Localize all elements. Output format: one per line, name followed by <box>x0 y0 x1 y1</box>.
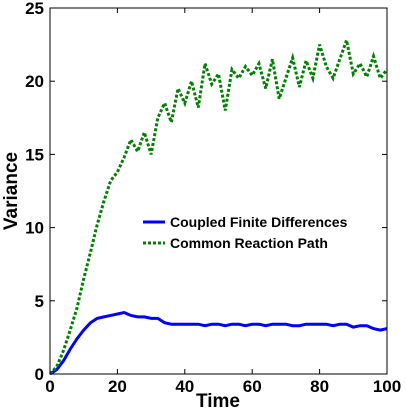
y-tick-label: 10 <box>25 219 44 238</box>
y-tick-label: 5 <box>35 292 44 311</box>
legend-label: Coupled Finite Differences <box>170 214 348 230</box>
y-tick-label: 25 <box>25 0 44 18</box>
y-tick-label: 20 <box>25 72 44 91</box>
x-tick-label: 100 <box>373 377 401 396</box>
x-axis-label: Time <box>196 391 240 412</box>
x-tick-label: 60 <box>243 377 262 396</box>
plot-frame <box>49 7 388 375</box>
x-tick-label: 20 <box>108 377 127 396</box>
y-axis-label: Variance <box>1 152 22 230</box>
x-tick-label: 0 <box>45 377 54 396</box>
data-line <box>49 310 388 376</box>
y-tick-label: 0 <box>35 365 44 384</box>
x-tick-label: 40 <box>175 377 194 396</box>
x-tick-label: 80 <box>310 377 329 396</box>
legend-label: Common Reaction Path <box>170 235 328 251</box>
y-tick-label: 15 <box>25 145 44 164</box>
